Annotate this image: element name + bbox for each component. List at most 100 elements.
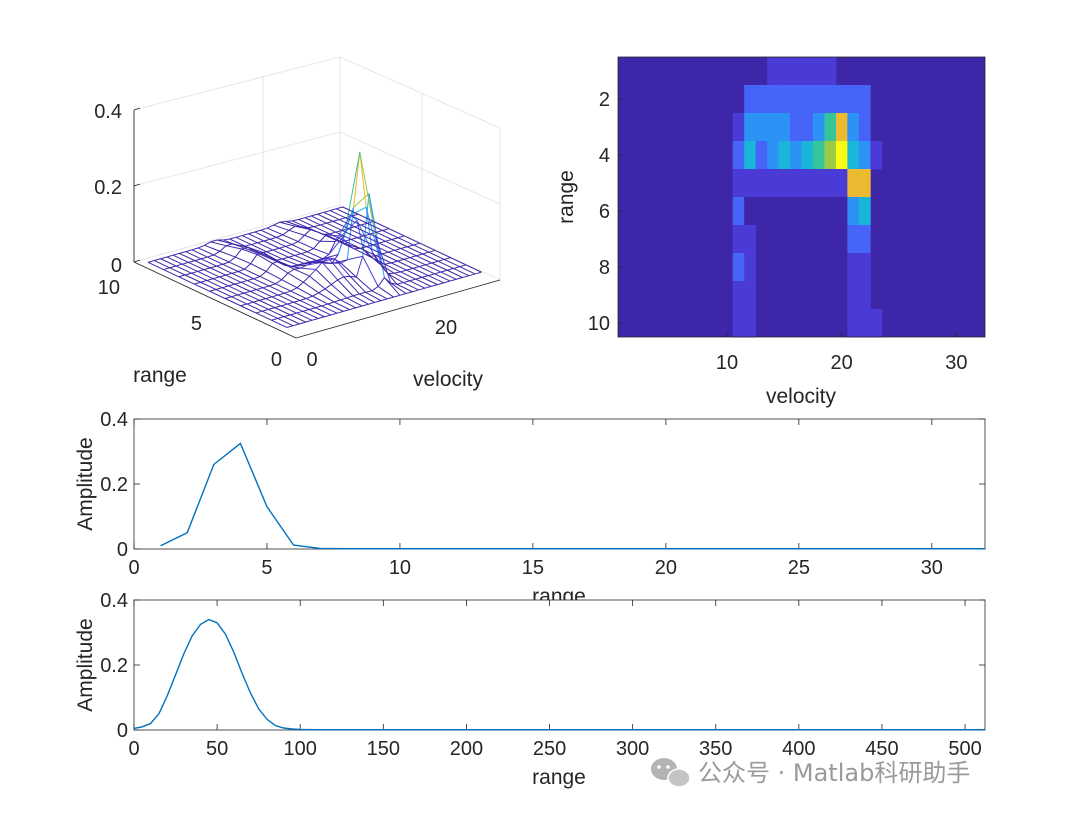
heatmap-cell — [755, 85, 768, 114]
surface-mesh-line — [307, 226, 315, 229]
surface-mesh-line — [335, 229, 343, 233]
surface-mesh-line — [287, 301, 294, 305]
surface-mesh-line — [406, 246, 423, 255]
surface-mesh-line — [251, 244, 267, 253]
surface-mesh-line — [194, 281, 201, 285]
heatmap-cell — [755, 197, 768, 226]
surface-mesh-line — [228, 283, 235, 287]
surface-mesh-line — [231, 294, 238, 298]
surface-mesh-line — [206, 278, 214, 281]
surface-mesh-line — [290, 312, 297, 316]
surface-mesh-line — [240, 280, 248, 283]
surface-mesh-line — [393, 271, 401, 274]
surface-mesh-line — [334, 214, 352, 242]
surface-mesh-line — [428, 273, 435, 277]
heatmap-cell — [755, 113, 768, 142]
surface-mesh-line — [449, 278, 457, 282]
surface-mesh-line — [197, 269, 205, 272]
surface-mesh-line — [322, 254, 339, 260]
heatmap-cell — [870, 309, 883, 338]
surface-mesh-line — [428, 275, 444, 284]
heatmap-y-tick-label: 10 — [588, 313, 610, 335]
x-tick-label: 400 — [782, 738, 815, 760]
surface-mesh-line — [416, 255, 432, 264]
y-tick-label: 0 — [117, 720, 128, 742]
heatmap-cell — [801, 141, 814, 170]
surface-mesh-line — [277, 317, 294, 327]
surface-mesh-line — [283, 316, 300, 325]
z-tick-label: 0 — [111, 255, 122, 277]
surface-mesh-line — [234, 281, 242, 285]
heatmap-plot: 10 20 30 2 4 6 8 10 velocity range — [555, 56, 986, 408]
surface-mesh-line — [475, 271, 482, 275]
surface-axes-line — [133, 56, 341, 111]
heatmap-cell — [778, 85, 791, 114]
surface-mesh-line — [206, 280, 223, 289]
surface-mesh-line — [310, 261, 326, 264]
surface-mesh-line — [400, 269, 407, 273]
surface-mesh-line — [243, 290, 251, 294]
surface-mesh-line — [228, 285, 245, 294]
surface-mesh-line — [160, 256, 167, 260]
surface-mesh-line — [329, 208, 337, 212]
surface-mesh-line — [219, 250, 236, 258]
surface-mesh-line — [200, 279, 207, 283]
line-plot-fine-ticks: 0 50 100 150 200 250 300 350 400 450 500 0 0.2 0.4 — [100, 590, 985, 760]
heatmap-cell — [801, 113, 814, 142]
surface-mesh-line — [169, 265, 177, 269]
surface-mesh-line — [311, 213, 318, 217]
surface-mesh-line — [288, 256, 305, 264]
x-tick-label: 10 — [389, 557, 411, 579]
surface-mesh-line — [244, 263, 252, 270]
heatmap-cell — [858, 197, 871, 226]
surface-mesh-line — [319, 234, 327, 242]
surface-mesh-line — [210, 267, 226, 276]
line-plot-fine: 0 50 100 150 200 250 300 350 400 450 500 0 0.2 0.4 ra… — [74, 590, 986, 789]
surface-mesh-line — [273, 224, 290, 231]
heatmap-cell — [767, 57, 779, 86]
surface-mesh-line — [338, 219, 355, 228]
heatmap-cell — [847, 169, 860, 198]
surface-mesh-line — [276, 234, 283, 238]
heatmap-cell — [812, 85, 825, 114]
surface-mesh-line — [243, 292, 260, 301]
surface-mesh-line — [275, 279, 282, 285]
surface-mesh-line — [307, 248, 314, 253]
surface-mesh-line — [431, 262, 448, 271]
surface-mesh-line — [372, 244, 389, 253]
surface-mesh-line — [228, 256, 236, 263]
surface-mesh-line — [191, 272, 208, 281]
surface-mesh-line — [391, 237, 399, 240]
surface-mesh-line — [286, 325, 294, 328]
heatmap-cell — [732, 309, 745, 338]
surface-mesh-line — [381, 251, 389, 255]
x-tick-label: 200 — [450, 738, 483, 760]
surface-velocity-label: velocity — [413, 368, 484, 391]
surface-mesh-line — [312, 257, 329, 263]
surface-mesh-line — [271, 296, 288, 305]
heatmap-cell — [835, 113, 848, 142]
surface-mesh-line — [204, 241, 212, 246]
surface-mesh-line — [437, 258, 445, 262]
surface-mesh-line — [251, 242, 258, 246]
surface-mesh-line — [252, 301, 269, 310]
surface-mesh-line — [403, 258, 420, 268]
surface-mesh-line — [421, 276, 438, 286]
heatmap-cell — [744, 113, 757, 142]
heatmap-cell — [812, 113, 825, 142]
surface-mesh-line — [393, 272, 410, 282]
heatmap-cell — [732, 281, 745, 310]
surface-mesh-line — [359, 151, 367, 208]
surface-mesh-line — [305, 319, 313, 323]
heatmap-x-tick-label: 20 — [831, 352, 853, 374]
surface-mesh-line — [447, 267, 454, 271]
surface-mesh-line — [340, 299, 357, 309]
surface-mesh-line — [282, 234, 299, 243]
surface-mesh-line — [247, 280, 264, 289]
surface-mesh-line — [262, 285, 270, 289]
surface-mesh-line — [304, 229, 311, 236]
surface-mesh-line — [204, 244, 221, 252]
surface-mesh-line — [379, 240, 386, 244]
surface-mesh-line — [272, 247, 280, 251]
